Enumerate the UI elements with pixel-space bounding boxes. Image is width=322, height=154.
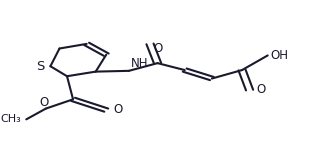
Text: NH: NH <box>131 57 149 70</box>
Text: O: O <box>113 103 122 116</box>
Text: O: O <box>153 42 162 55</box>
Text: O: O <box>256 83 265 96</box>
Text: S: S <box>36 60 45 73</box>
Text: CH₃: CH₃ <box>0 114 21 124</box>
Text: OH: OH <box>271 49 289 62</box>
Text: O: O <box>40 96 49 109</box>
